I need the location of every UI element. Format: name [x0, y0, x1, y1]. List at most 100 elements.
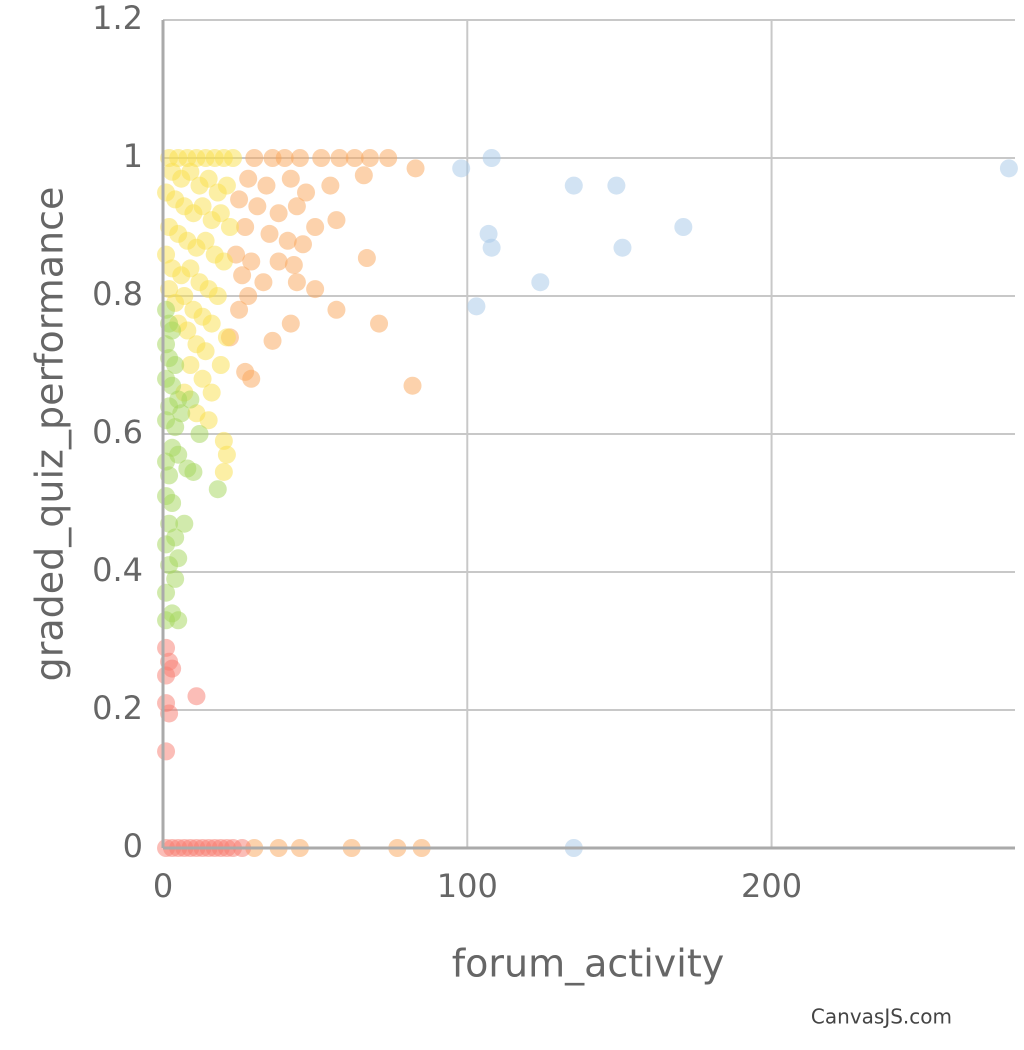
point — [403, 376, 422, 395]
point — [217, 328, 236, 347]
point — [160, 514, 179, 533]
point — [214, 462, 233, 481]
point — [193, 197, 212, 216]
point — [214, 431, 233, 450]
point — [257, 176, 276, 195]
y-tick-label: 1 — [123, 137, 143, 175]
point — [239, 169, 258, 188]
point — [199, 411, 218, 430]
point — [166, 418, 185, 437]
point — [312, 149, 331, 167]
point — [166, 569, 185, 588]
grid — [162, 19, 1015, 849]
point — [345, 149, 364, 167]
point — [482, 149, 501, 167]
point — [208, 287, 227, 305]
point — [187, 687, 206, 706]
point — [163, 321, 182, 340]
point — [321, 176, 340, 195]
point — [220, 218, 239, 236]
point — [674, 218, 693, 236]
point — [406, 159, 425, 178]
point — [223, 149, 242, 167]
point — [564, 176, 583, 195]
point — [190, 425, 209, 443]
point — [607, 176, 626, 195]
credit: CanvasJS.com — [811, 1005, 952, 1029]
point — [467, 297, 486, 316]
point — [242, 252, 261, 271]
y-tick-label: 1.2 — [92, 0, 143, 37]
point — [452, 159, 471, 178]
point — [175, 287, 194, 305]
point — [157, 535, 176, 554]
point — [214, 252, 233, 271]
y-tick-label: 0.8 — [92, 275, 143, 313]
point — [330, 149, 349, 167]
y-tick-label: 0.4 — [92, 551, 143, 589]
point — [157, 611, 176, 630]
point — [175, 514, 194, 533]
point — [248, 197, 267, 216]
y-axis-title: graded_quiz_performance — [28, 187, 72, 682]
point — [239, 287, 258, 305]
point — [160, 466, 179, 485]
x-tick-label: 0 — [153, 867, 173, 905]
point — [531, 273, 550, 292]
point — [379, 149, 398, 167]
point — [357, 249, 376, 268]
x-axis-title: forum_activity — [452, 942, 724, 986]
point — [166, 356, 185, 374]
y-tick-label: 0 — [123, 827, 143, 865]
point — [290, 149, 309, 167]
point — [160, 704, 179, 723]
point — [260, 224, 279, 243]
point — [196, 342, 215, 361]
point — [217, 176, 236, 195]
point — [181, 259, 200, 278]
point — [157, 742, 176, 761]
point — [284, 255, 303, 274]
point — [360, 149, 379, 167]
y-tick-label: 0.2 — [92, 689, 143, 727]
point — [263, 331, 282, 350]
point — [482, 238, 501, 257]
point — [202, 314, 221, 333]
point — [202, 383, 221, 402]
point — [354, 166, 373, 185]
point — [172, 404, 191, 423]
point — [181, 356, 200, 374]
point — [178, 321, 197, 340]
point — [293, 235, 312, 254]
point — [287, 197, 306, 216]
point — [254, 273, 273, 292]
point — [327, 211, 346, 230]
point — [242, 369, 261, 388]
point — [306, 280, 325, 299]
point — [181, 162, 200, 181]
points — [157, 149, 1018, 857]
x-tick-label: 100 — [437, 867, 498, 905]
point — [613, 238, 632, 257]
point — [160, 280, 179, 299]
point — [157, 583, 176, 602]
point — [999, 159, 1018, 178]
point — [269, 252, 288, 271]
point — [208, 480, 227, 499]
point — [199, 169, 218, 188]
point — [163, 376, 182, 395]
point — [163, 494, 182, 512]
point — [196, 231, 215, 250]
point — [184, 462, 203, 481]
point — [181, 390, 200, 409]
point — [211, 204, 230, 223]
point — [281, 314, 300, 333]
point — [370, 314, 389, 333]
x-tick-label: 200 — [741, 867, 802, 905]
point — [233, 266, 252, 285]
point — [236, 218, 255, 236]
point — [275, 149, 294, 167]
point — [230, 300, 249, 319]
point — [211, 356, 230, 374]
